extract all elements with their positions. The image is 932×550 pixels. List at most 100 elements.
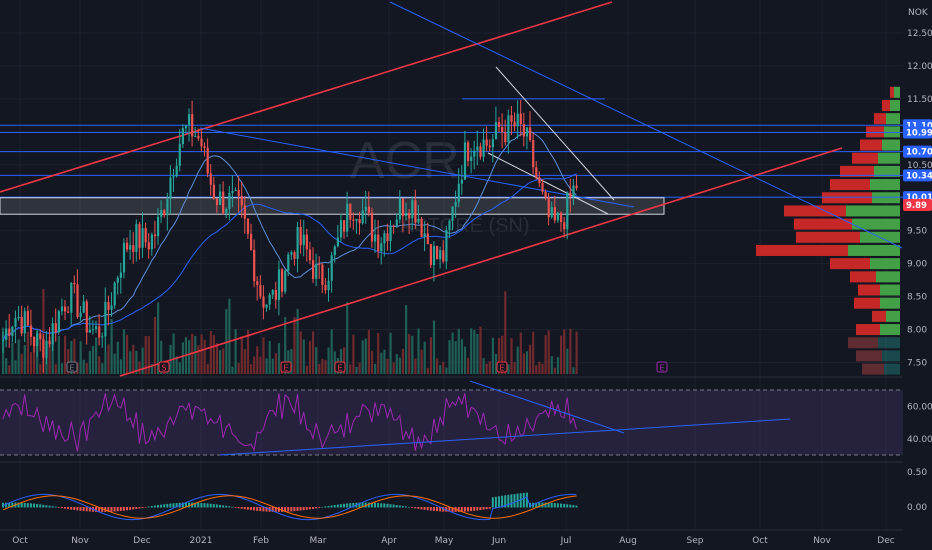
macd-hist-bar [36,504,39,508]
volume-bar [48,336,51,374]
macd-hist-bar [243,507,246,510]
volume-bar [405,305,408,374]
volume-bar [91,345,95,374]
candle-body [336,237,339,247]
volume-bar [57,336,60,374]
candle-body [423,233,426,237]
support-zone-box [0,197,665,215]
candle-body [398,198,401,220]
x-tick-label: Feb [253,536,269,546]
candle-body [265,304,268,308]
candle-body [383,233,386,244]
volume-bar [532,331,535,374]
price-axis[interactable]: NOK 12.5012.0011.5011.0010.5010.009.509.… [903,0,932,550]
profile-up-bar [878,337,900,349]
macd-hist-bar [119,507,122,511]
macd-hist-bar [299,507,302,511]
candle-body [277,269,281,300]
profile-down-bar [856,324,880,336]
volume-bar [243,349,246,374]
volume-bar [246,329,250,374]
time-axis[interactable]: Oct Nov Dec 2021 Feb Mar Apr May Jun Jul Aug Sep Oct… [12,536,895,546]
candle-body [14,318,17,327]
profile-down-bar [862,363,884,375]
volume-bar [197,345,200,374]
macd-hist-bar [544,502,547,508]
candle-body [305,234,308,250]
profile-down-bar [854,297,880,309]
macd-hist-bar [442,507,445,512]
macd-hist-bar [448,507,451,512]
macd-hist-bar [60,507,63,509]
macd-hist-bar [479,507,482,511]
candle-body [563,222,566,230]
trendlines [0,1,903,377]
candle-body [147,242,150,250]
descending-trendline [389,1,903,249]
volume-bar [454,341,457,374]
event-marker [280,361,292,373]
candle-body [141,228,144,248]
x-tick-label: 2021 [190,536,213,546]
macd-hist-bar [395,505,398,508]
candle-body [206,147,209,174]
event-label: E [499,364,504,373]
candle-body [321,264,324,285]
profile-down-bar [848,337,878,349]
candle-body [389,225,392,241]
candle-body [79,312,82,318]
price-tag [903,145,932,158]
candle-body [330,255,333,281]
volume-bar [312,331,315,374]
macd-hist-bar [153,505,156,508]
profile-down-bar [796,231,860,243]
candle-body [439,250,442,260]
y-tick-label: 7.50 [907,359,927,369]
volume-bar [42,288,45,374]
macd-hist-bar [374,502,376,508]
candle-body [51,323,54,345]
candle-body [243,205,246,219]
macd-hist-bar [473,507,476,511]
macd-hist-bar [550,502,553,508]
price-tag-label: 9.89 [906,201,927,211]
macd-hist-bar [113,507,116,512]
candle-body [246,218,250,234]
volume-bar [215,343,219,374]
candle-body [253,249,256,282]
volume-bar [14,360,17,374]
volume-bar [268,340,271,374]
candle-body [160,210,163,217]
candle-body [553,207,556,221]
macd-hist-bar [135,507,138,509]
macd-hist-bar [284,507,287,512]
candle-body [566,192,569,230]
macd-hist-bar [98,507,101,512]
candle-body [538,177,541,183]
candle-body [299,226,302,246]
candle-body [104,302,107,337]
wedge-upper-line [495,66,615,201]
candle-body [414,200,417,223]
macd-hist-bar [160,504,163,508]
macd-hist-bar [367,502,370,508]
macd-tick-label: 0.50 [907,468,927,478]
profile-down-bar [784,205,846,217]
candle-body [39,333,42,340]
volume-bar [392,362,395,374]
macd-hist-bar [51,506,54,508]
volume-bar [343,347,346,374]
macd-hist-bar [386,503,389,508]
moving-averages [2,130,577,341]
macd-hist-bar [575,505,578,508]
volume-bar [29,352,33,374]
profile-up-bar [872,192,900,204]
volume-bar [85,363,88,374]
candle-body [110,305,113,310]
macd-hist-bar [274,507,277,512]
candle-body [119,272,122,278]
macd-hist-bar [67,507,70,510]
trendline-2 [199,127,635,208]
